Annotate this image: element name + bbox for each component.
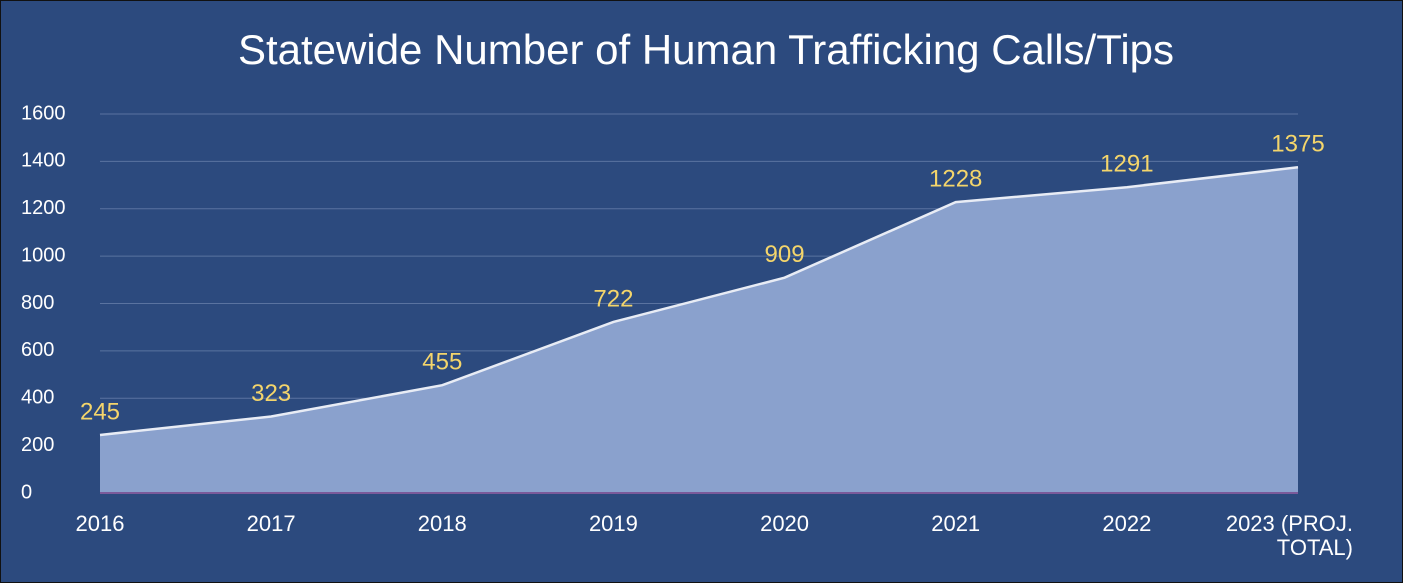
data-label: 909 (765, 241, 805, 268)
y-tick-label: 0 (21, 481, 32, 503)
data-label: 323 (251, 380, 291, 407)
x-tick-label: 2022 (1102, 511, 1152, 536)
data-label: 1228 (929, 165, 982, 192)
y-tick-label: 200 (21, 434, 54, 456)
y-tick-label: 1000 (21, 244, 66, 266)
x-tick-label: 2016 (75, 511, 125, 536)
x-tick-label: 2023 (PROJ. TOTAL) (1225, 511, 1353, 560)
data-label: 1375 (1271, 131, 1324, 158)
data-label: 455 (422, 349, 462, 376)
x-tick-label: 2020 (760, 511, 810, 536)
data-label: 245 (80, 398, 120, 425)
x-tick-label: 2021 (931, 511, 981, 536)
data-label: 1291 (1100, 151, 1153, 178)
area-line (99, 166, 1299, 437)
chart-title: Statewide Number of Human Trafficking Ca… (238, 26, 1174, 73)
y-tick-label: 600 (21, 339, 54, 361)
x-tick-label: 2019 (588, 511, 638, 536)
y-tick-label: 1600 (21, 102, 66, 124)
y-tick-label: 1200 (21, 197, 66, 219)
x-tick-label: 2018 (417, 511, 467, 536)
y-tick-label: 1400 (21, 150, 66, 172)
y-tick-label: 800 (21, 292, 54, 314)
data-label: 722 (593, 285, 633, 312)
y-tick-label: 400 (21, 387, 54, 409)
x-tick-label: 2017 (246, 511, 296, 536)
area (100, 167, 1298, 493)
